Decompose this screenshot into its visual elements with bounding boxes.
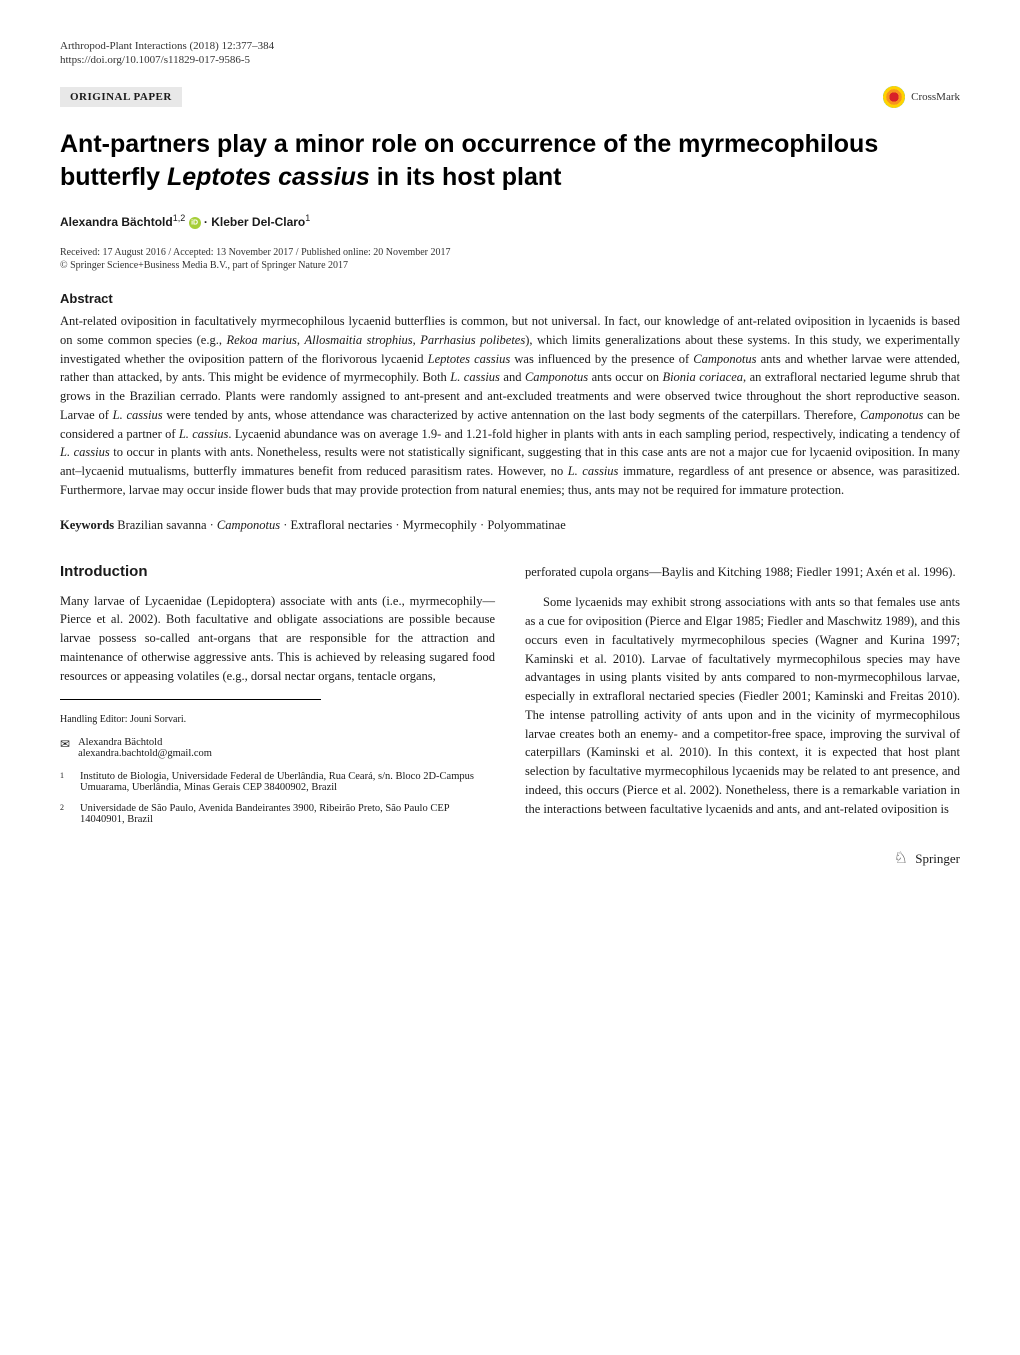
publication-dates: Received: 17 August 2016 / Accepted: 13 … [60, 247, 960, 258]
affiliation-1-text: Instituto de Biologia, Universidade Fede… [80, 771, 495, 793]
col2-paragraph-1: perforated cupola organs—Baylis and Kitc… [525, 563, 960, 582]
affiliation-1-number: 1 [60, 771, 70, 793]
springer-label: Springer [915, 851, 960, 866]
springer-logo: ♘ Springer [525, 848, 960, 868]
keywords-list: Brazilian savanna · Camponotus · Extrafl… [117, 518, 565, 532]
crossmark-label: CrossMark [911, 91, 960, 103]
authors-list: Alexandra Bächtold1,2 · Kleber Del-Claro… [60, 213, 960, 229]
crossmark-icon [883, 86, 905, 108]
affiliation-2: 2 Universidade de São Paulo, Avenida Ban… [60, 803, 495, 825]
springer-horse-icon: ♘ [894, 848, 908, 868]
corresponding-author: ✉ Alexandra Bächtold alexandra.bachtold@… [60, 737, 495, 759]
keywords-section: Keywords Brazilian savanna · Camponotus … [60, 518, 960, 533]
handling-editor-note: Handling Editor: Jouni Sorvari. [60, 714, 495, 725]
intro-paragraph-1: Many larvae of Lycaenidae (Lepidoptera) … [60, 592, 495, 686]
right-column: perforated cupola organs—Baylis and Kitc… [525, 563, 960, 869]
envelope-icon: ✉ [60, 737, 70, 752]
abstract-text: Ant-related oviposition in facultatively… [60, 312, 960, 500]
affiliation-2-text: Universidade de São Paulo, Avenida Bande… [80, 803, 495, 825]
paper-title: Ant-partners play a minor role on occurr… [60, 128, 960, 193]
journal-meta: Arthropod-Plant Interactions (2018) 12:3… [60, 40, 960, 52]
corresponding-name: Alexandra Bächtold [78, 737, 212, 748]
copyright-notice: © Springer Science+Business Media B.V., … [60, 260, 960, 271]
paper-type-badge: ORIGINAL PAPER [60, 87, 182, 107]
abstract-heading: Abstract [60, 291, 960, 306]
keywords-label: Keywords [60, 518, 114, 532]
affiliation-1: 1 Instituto de Biologia, Universidade Fe… [60, 771, 495, 793]
paper-type-row: ORIGINAL PAPER CrossMark [60, 86, 960, 108]
crossmark-button[interactable]: CrossMark [883, 86, 960, 108]
footnote-divider [60, 699, 321, 700]
two-column-layout: Introduction Many larvae of Lycaenidae (… [60, 563, 960, 869]
left-column: Introduction Many larvae of Lycaenidae (… [60, 563, 495, 869]
introduction-heading: Introduction [60, 563, 495, 580]
col2-paragraph-2: Some lycaenids may exhibit strong associ… [525, 593, 960, 818]
corresponding-email[interactable]: alexandra.bachtold@gmail.com [78, 748, 212, 759]
orcid-icon [189, 217, 201, 229]
affiliation-2-number: 2 [60, 803, 70, 825]
doi-link[interactable]: https://doi.org/10.1007/s11829-017-9586-… [60, 54, 960, 66]
